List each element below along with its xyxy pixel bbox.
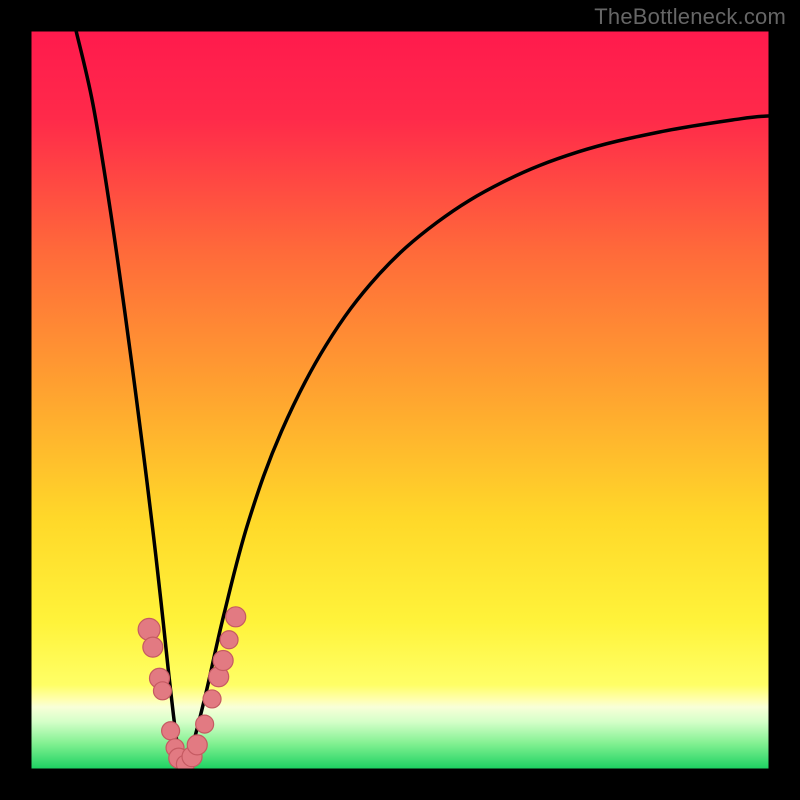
data-marker [203,690,221,708]
chart-root: TheBottleneck.com [0,0,800,800]
data-marker [153,682,171,700]
data-marker [196,715,214,733]
data-marker [143,637,163,657]
data-marker [187,735,207,755]
data-marker [220,631,238,649]
data-marker [162,722,180,740]
data-marker [213,650,233,670]
data-marker [138,618,160,640]
bottleneck-chart [0,0,800,800]
watermark-text: TheBottleneck.com [594,4,786,30]
data-marker [226,607,246,627]
